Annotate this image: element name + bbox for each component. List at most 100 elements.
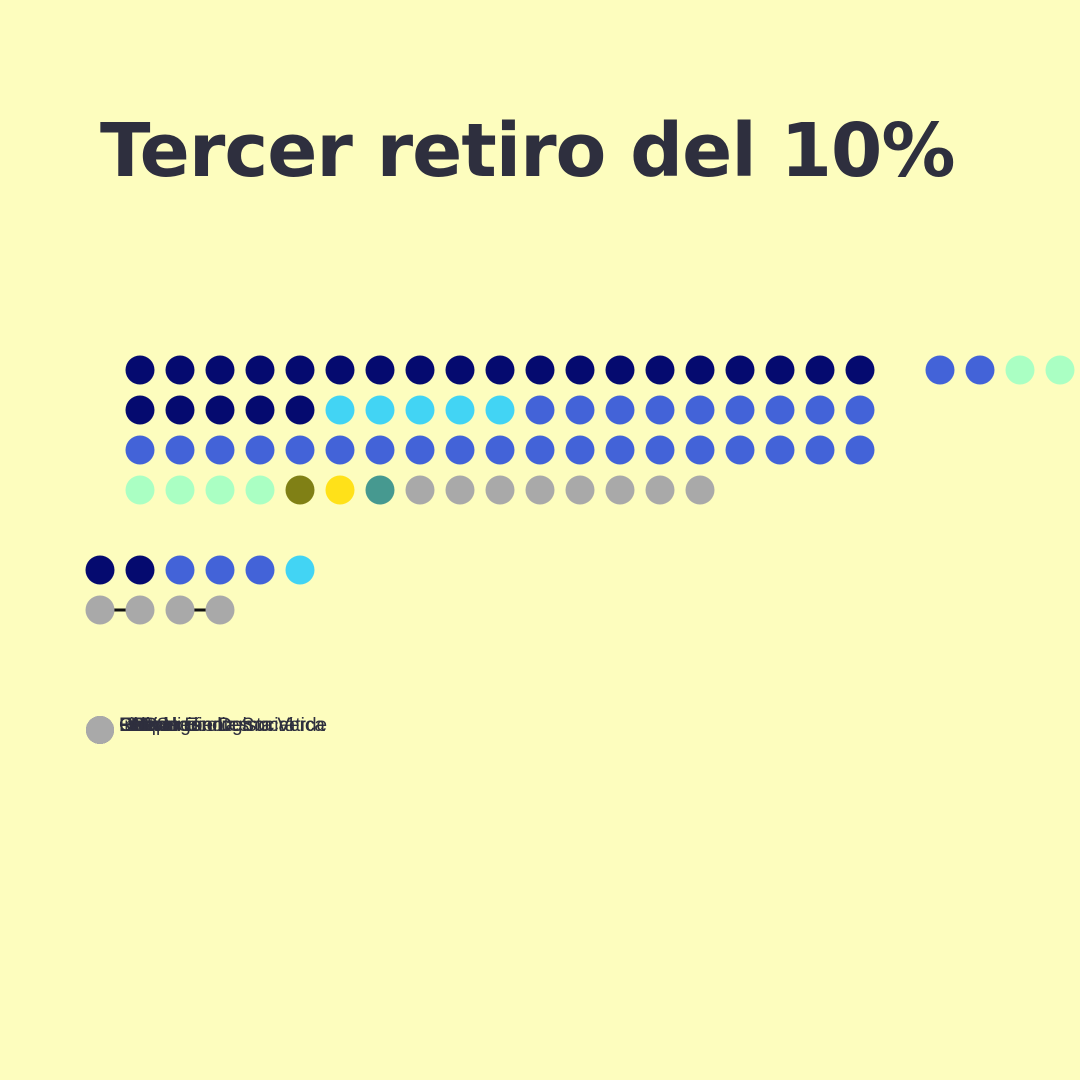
seat-dot: [685, 355, 715, 385]
seat-dot: [765, 355, 795, 385]
seat-dot: [325, 355, 355, 385]
seat-dot: [405, 355, 435, 385]
seat-dot: [365, 395, 395, 425]
seat-dot: [165, 595, 195, 625]
seat-dot: [325, 475, 355, 505]
seat-dot: [725, 395, 755, 425]
seat-dot: [605, 475, 635, 505]
seat-dot: [565, 395, 595, 425]
seat-dot: [565, 435, 595, 465]
legend-entry-label: DC: [119, 715, 146, 736]
seat-dot: [565, 355, 595, 385]
seat-dot: [165, 555, 195, 585]
legend: EvópoliUDIRNPPDDCPSPCFRVSIndependientesP…: [86, 715, 327, 744]
seat-dot: [765, 395, 795, 425]
legend-entry-label: Liberal: [119, 715, 176, 736]
legend-entry-label: PC: [119, 715, 145, 736]
seat-dot: [805, 435, 835, 465]
seat-dot: [605, 395, 635, 425]
legend-entry-label: Independientes: [119, 715, 249, 736]
seat-dot: [485, 475, 515, 505]
seat-dot: [485, 395, 515, 425]
seat-dot: [125, 475, 155, 505]
seat-dot: [445, 475, 475, 505]
seat-dot: [805, 355, 835, 385]
seat-dot: [485, 355, 515, 385]
seat-dot: [445, 395, 475, 425]
legend-entry-label: Comunes: [119, 715, 200, 736]
seat-dot: [405, 475, 435, 505]
seat-dot: [245, 395, 275, 425]
legend-entry-label: FRVS: [119, 715, 169, 736]
seat-dot: [845, 435, 875, 465]
seat-dot: [725, 435, 755, 465]
legend-entry-label: Revolución Democrática: [119, 715, 325, 736]
seat-dot: [845, 355, 875, 385]
main-chamber-seats: [125, 355, 1075, 505]
seat-dot: [245, 475, 275, 505]
seat-dot: [325, 395, 355, 425]
seat-dot: [205, 555, 235, 585]
legend-entry-label: Evópoli: [119, 715, 181, 736]
seat-dot: [925, 355, 955, 385]
seat-dot: [405, 395, 435, 425]
seat-dot: [445, 435, 475, 465]
seat-dot: [525, 355, 555, 385]
seat-dot: [1005, 355, 1035, 385]
seat-dot: [205, 355, 235, 385]
seat-dot: [285, 355, 315, 385]
legend-entry-label: Convergencia Social: [119, 715, 293, 736]
seat-dot: [165, 355, 195, 385]
chart-title: Tercer retiro del 10%: [100, 108, 956, 194]
seat-dot: [485, 435, 515, 465]
seat-dot: [965, 355, 995, 385]
seat-dot: [845, 395, 875, 425]
seat-dot: [165, 475, 195, 505]
seat-dot: [685, 435, 715, 465]
seat-dot: [165, 395, 195, 425]
seat-dot: [645, 395, 675, 425]
seat-dot: [725, 355, 755, 385]
secondary-group-seats: [85, 555, 315, 625]
seat-dot: [285, 555, 315, 585]
legend-entry-label: PS: [119, 715, 144, 736]
seat-dot: [245, 555, 275, 585]
seat-dot: [605, 435, 635, 465]
seat-dot: [85, 595, 115, 625]
seat-dot: [205, 595, 235, 625]
seat-dot: [125, 355, 155, 385]
seat-dot: [445, 355, 475, 385]
seat-dot: [285, 395, 315, 425]
legend-entry-label: Partido Ecologista Verde: [119, 715, 327, 736]
seat-dot: [285, 475, 315, 505]
seat-dot: [365, 435, 395, 465]
legend-marker: [86, 716, 114, 744]
seat-dot: [85, 555, 115, 585]
legend-entry-label: UDI: [119, 715, 152, 736]
seat-dot: [125, 595, 155, 625]
seat-dot: [205, 395, 235, 425]
seat-dot: [685, 395, 715, 425]
seat-dot: [525, 395, 555, 425]
seat-dot: [525, 435, 555, 465]
seat-dot: [365, 355, 395, 385]
seat-dot: [565, 475, 595, 505]
seat-dot: [245, 355, 275, 385]
seat-dot: [205, 435, 235, 465]
seat-dot: [1045, 355, 1075, 385]
seat-dot: [405, 435, 435, 465]
legend-entry-label: PH: [119, 715, 145, 736]
seat-dot: [685, 475, 715, 505]
seat-dot: [365, 475, 395, 505]
legend-entry-label: RN: [119, 715, 146, 736]
seat-dot: [605, 355, 635, 385]
seat-dot: [165, 435, 195, 465]
seat-dot: [645, 355, 675, 385]
seat-dot: [125, 435, 155, 465]
seat-dot: [125, 555, 155, 585]
seat-dot: [805, 395, 835, 425]
seat-dot: [205, 475, 235, 505]
seat-dot: [125, 395, 155, 425]
seat-dot: [765, 435, 795, 465]
seat-dot: [525, 475, 555, 505]
